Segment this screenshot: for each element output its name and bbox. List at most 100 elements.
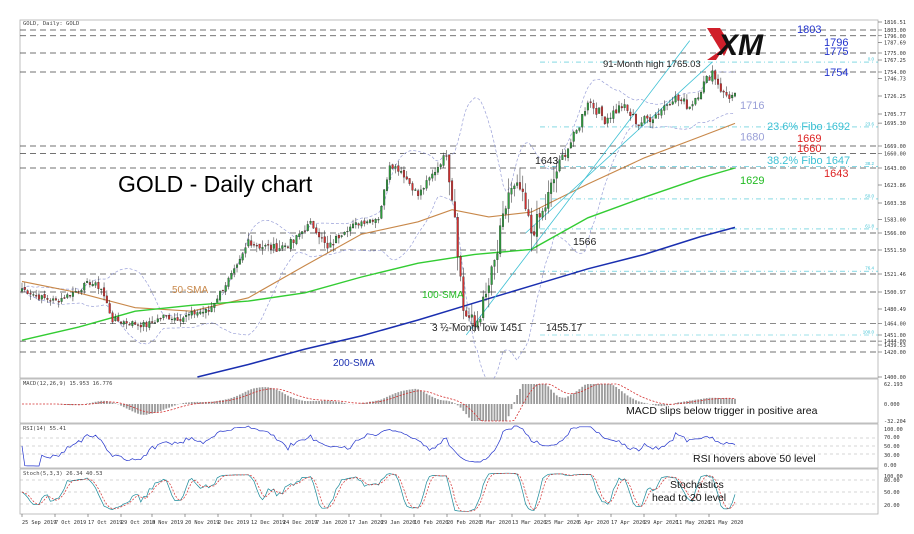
- candle-body: [468, 315, 471, 318]
- candle-body: [46, 298, 49, 300]
- candle-body: [74, 291, 77, 293]
- candle-body: [609, 117, 612, 119]
- macd-bar: [405, 390, 408, 404]
- candle-body: [569, 142, 572, 149]
- candle-body: [448, 154, 451, 183]
- macd-bar: [224, 399, 227, 404]
- candle-body: [683, 98, 686, 102]
- candle-body: [527, 209, 530, 216]
- candle-body: [108, 303, 111, 314]
- macd-bar: [221, 399, 224, 404]
- candle-body: [595, 108, 598, 115]
- macd-bar: [236, 395, 238, 404]
- candle-body: [558, 159, 561, 172]
- macd-bar: [343, 402, 346, 404]
- macd-bar: [122, 404, 125, 408]
- indicator-tick-label: -32.204: [884, 419, 906, 425]
- level-label: 38.2% Fibo 1647: [767, 155, 850, 167]
- candle-body: [32, 294, 35, 296]
- candle-body: [524, 192, 527, 210]
- candle-body: [21, 288, 23, 292]
- macd-bar: [329, 400, 332, 404]
- sma50-label: 50-SMA: [172, 285, 208, 296]
- level-label: 23.6% Fibo 1692: [767, 121, 850, 133]
- candle-body: [326, 242, 329, 249]
- candle-body: [626, 104, 629, 111]
- candle-body: [654, 114, 657, 119]
- price-tick-label: 1816.51: [884, 20, 906, 26]
- macd-bar: [233, 396, 236, 404]
- macd-bar: [428, 395, 431, 404]
- macd-bar: [708, 397, 711, 404]
- candle-body: [383, 189, 386, 206]
- date-tick-label: 25 Mar 2020: [545, 520, 579, 526]
- macd-bar: [69, 404, 71, 406]
- macd-bar: [340, 402, 343, 404]
- candle-body: [629, 111, 632, 116]
- macd-bar: [108, 401, 111, 404]
- candle-body: [49, 300, 52, 302]
- price-tick-label: 1444.00: [884, 339, 906, 345]
- candle-body: [236, 264, 239, 268]
- macd-bar: [165, 404, 168, 409]
- candle-body: [193, 310, 196, 315]
- candle-body: [388, 165, 391, 180]
- candle-body: [578, 127, 581, 131]
- macd-bar: [688, 400, 691, 404]
- candle-body: [111, 312, 114, 323]
- candle-body: [564, 154, 567, 157]
- candle-body: [371, 219, 374, 222]
- macd-bar: [298, 399, 301, 404]
- candle-body: [255, 245, 258, 247]
- candle-body: [584, 111, 587, 116]
- candle-body: [722, 90, 725, 93]
- candle-body: [357, 223, 360, 226]
- macd-bar: [363, 402, 366, 404]
- level-label: 1669: [797, 133, 821, 145]
- macd-bar: [264, 387, 267, 404]
- candle-body: [340, 235, 343, 237]
- candle-body: [728, 94, 731, 99]
- candle-body: [312, 221, 315, 229]
- macd-bar: [219, 400, 221, 404]
- price-tick-label: 1695.30: [884, 121, 906, 127]
- candle-body: [128, 324, 131, 326]
- candle-body: [674, 95, 677, 103]
- candle-body: [148, 321, 151, 328]
- candle-body: [482, 296, 485, 318]
- macd-bar: [318, 400, 320, 404]
- candle-body: [139, 324, 142, 328]
- candle-body: [275, 243, 278, 252]
- macd-bar: [516, 395, 519, 404]
- candle-body: [207, 309, 210, 312]
- candle-body: [581, 113, 584, 128]
- macd-bar: [541, 384, 544, 404]
- candle-body: [289, 239, 292, 250]
- price-tick-label: 1705.77: [884, 112, 906, 118]
- macd-bar: [456, 404, 459, 406]
- candle-body: [153, 322, 156, 324]
- macd-bar: [391, 394, 394, 404]
- macd-bar: [250, 389, 253, 404]
- stochastic-lines: [20, 472, 878, 512]
- macd-panel-title: MACD(12,26,9) 15.953 16.776: [23, 381, 112, 387]
- candle-body: [451, 180, 454, 201]
- candle-body: [151, 321, 154, 323]
- macd-bar: [615, 386, 618, 404]
- macd-bar: [275, 389, 278, 404]
- date-tick-label: 6 Apr 2020: [578, 520, 609, 526]
- rsi-line: [20, 425, 878, 467]
- candle-body: [575, 130, 578, 134]
- candle-body: [620, 106, 623, 109]
- date-tick-label: 20 Feb 2020: [447, 520, 481, 526]
- price-tick-label: 1660.00: [884, 152, 906, 158]
- candle-body: [533, 231, 536, 236]
- macd-histogram: [22, 383, 736, 422]
- date-tick-label: 8 Nov 2019: [152, 520, 183, 526]
- macd-bar: [502, 404, 504, 421]
- macd-bar: [462, 404, 465, 411]
- candle-body: [86, 281, 89, 283]
- candle-body: [405, 176, 408, 180]
- candle-body: [54, 298, 57, 301]
- macd-bar: [598, 384, 601, 404]
